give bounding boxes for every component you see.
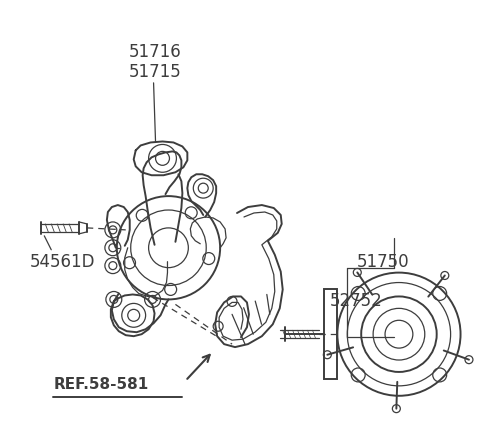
Text: 51716: 51716 xyxy=(129,43,181,61)
Text: 54561D: 54561D xyxy=(29,253,95,271)
Text: REF.58-581: REF.58-581 xyxy=(53,377,148,392)
Text: 52752: 52752 xyxy=(329,293,382,310)
Text: 51750: 51750 xyxy=(357,253,410,271)
Text: 51715: 51715 xyxy=(129,63,181,81)
